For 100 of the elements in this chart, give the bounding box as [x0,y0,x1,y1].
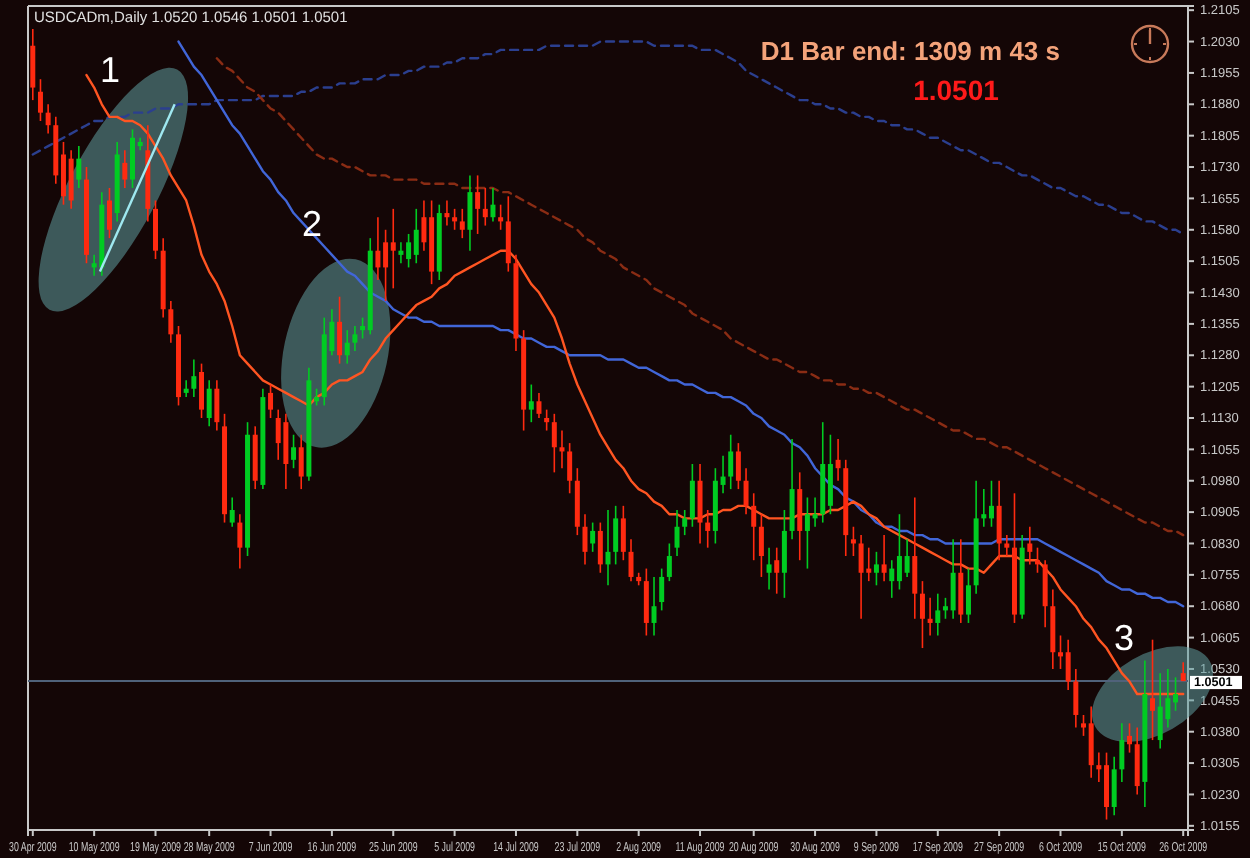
candlestick [590,521,596,553]
candlestick [643,567,649,637]
candlestick [505,195,511,273]
candlestick [337,295,343,365]
candlestick [122,149,128,189]
candlestick [68,149,74,210]
candlestick [567,442,573,495]
candlestick [1050,588,1056,670]
candlestick [1073,668,1079,729]
candlestick [812,496,818,528]
annotation: D1 Bar end: 1309 m 43 s [760,36,1060,66]
candlestick [835,438,841,482]
candlestick [797,471,803,562]
candlestick [743,467,749,515]
candlestick [482,187,488,227]
candlestick [958,538,964,624]
candlestick [475,174,481,235]
candlestick [1134,726,1140,796]
candlestick [559,429,565,469]
candlestick [344,329,350,365]
candlestick [728,433,734,490]
candlestick [850,525,856,557]
candlestick [927,597,933,637]
candlestick [390,208,396,290]
candlestick [206,379,212,428]
candlestick [827,433,833,515]
candlestick [1111,756,1117,817]
candlestick [1119,722,1125,783]
candlestick [252,425,258,490]
candlestick [275,408,281,461]
candlestick [452,208,458,231]
candlestick [674,509,680,557]
candlestick [283,413,289,490]
candlestick [214,379,220,432]
candlestick [705,509,711,549]
candlestick [682,509,688,536]
candlestick [1157,672,1163,750]
candlestick [1088,705,1094,779]
candlestick [620,505,626,562]
candlestick [766,546,772,591]
candlestick [490,187,496,223]
line-series [31,40,1185,236]
candlestick [406,233,412,269]
candlestick [544,408,550,432]
candlestick [919,580,925,649]
candlestick [551,413,557,474]
candlestick [889,559,895,599]
candlestick [199,362,205,419]
candlestick [398,241,404,265]
candlestick [597,521,603,574]
candlestick [30,28,36,101]
candlestick [574,467,580,536]
candlestick [1173,676,1179,712]
candlestick [467,174,473,252]
candlestick [1104,751,1110,821]
line-series [215,57,1185,537]
candlestick [413,208,419,265]
candlestick [1034,546,1040,574]
candlestick [758,513,764,578]
candlestick [1150,638,1156,741]
candlestick [291,433,297,469]
candlestick [659,567,665,612]
candlestick [873,551,879,587]
candlestick [996,479,1002,562]
candlestick [498,203,504,231]
annotation: 1 [99,50,121,90]
candlestick [237,513,243,570]
candlestick [1042,559,1048,628]
candlestick [896,513,902,591]
candlestick [981,488,987,528]
candlestick [965,567,971,624]
candlestick [153,199,158,260]
candlestick [168,300,174,344]
candlestick [697,463,703,545]
candlestick [383,228,389,302]
candlestick [76,145,82,189]
candlestick [352,325,358,352]
candlestick [988,479,994,528]
candlestick [444,199,450,227]
candlestick [528,383,534,423]
annotation: 3 [1113,618,1135,658]
candlestick [689,463,695,528]
candlestick [935,592,941,637]
candlestick [536,392,542,419]
candlestick [130,128,135,189]
candlestick [781,509,787,599]
candlestick [268,383,274,419]
candlestick [858,534,864,620]
candlestick [804,496,810,570]
candlestick [628,538,634,582]
candlestick [107,187,112,239]
candlestick [459,208,465,239]
annotation: 1.0501 [913,74,1000,106]
candlestick [45,103,51,135]
candlestick [881,534,887,582]
candlestick [1027,525,1033,566]
candlestick [229,496,235,528]
candlestick [1127,722,1133,754]
candlestick [666,542,672,582]
candlestick [191,358,197,398]
